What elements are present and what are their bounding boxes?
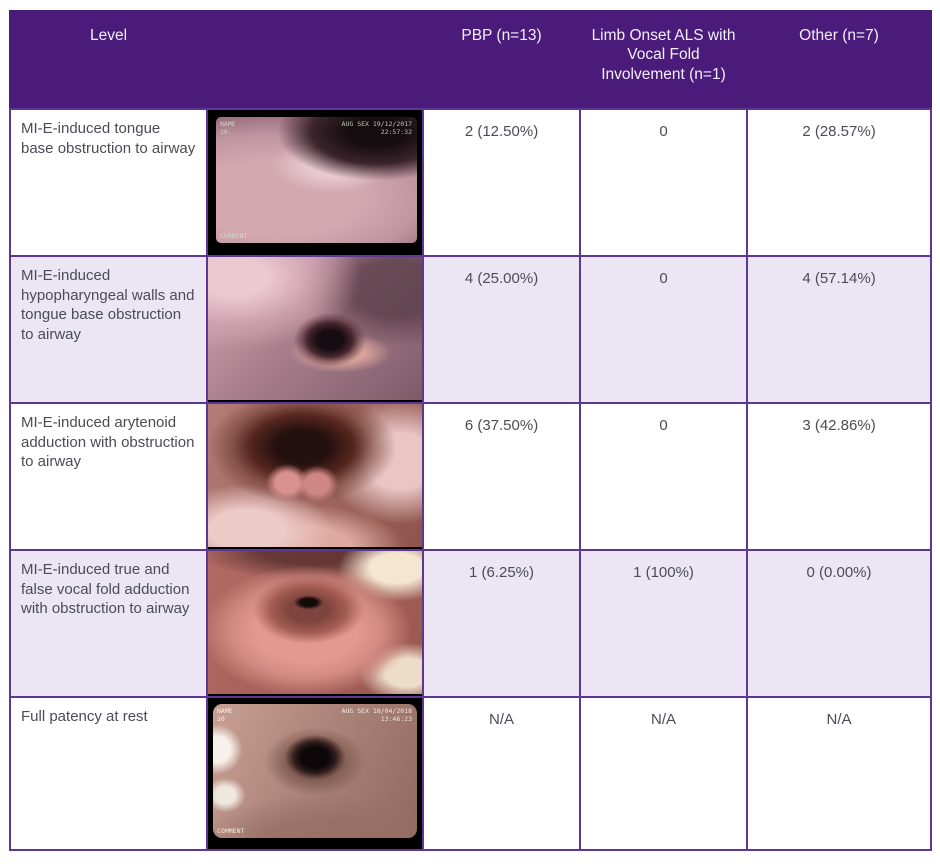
table-row: Full patency at rest NAME 10 AUG SEX 18/… [9,696,932,851]
level-label: MI-E-induced arytenoid adduction with ob… [9,402,208,551]
image-overlay-text: CURRENT [220,231,248,240]
header-row: Level PBP (n=13) Limb Onset ALS with Voc… [9,10,932,110]
endoscopy-full-patency-image: NAME 10 AUG SEX 18/04/2018 13:46:23 COMM… [213,704,417,838]
table-row: MI-E-induced tongue base obstruction to … [9,108,932,257]
header-limb-onset: Limb Onset ALS with Vocal Fold Involveme… [579,10,748,110]
endoscopy-image-cell: NAME 10- AUG SEX 19/12/2017 22:57:32 CUR… [206,108,424,257]
pbp-value: 4 (25.00%) [422,255,581,404]
data-table: Level PBP (n=13) Limb Onset ALS with Voc… [9,10,932,851]
other-value: 2 (28.57%) [746,108,932,257]
level-label: MI-E-induced tongue base obstruction to … [9,108,208,257]
image-overlay-text: COMMENT [217,826,245,835]
limb-onset-value: N/A [579,696,748,851]
limb-onset-value: 0 [579,108,748,257]
pbp-value: 1 (6.25%) [422,549,581,698]
header-level: Level [9,10,208,110]
pbp-value: 6 (37.50%) [422,402,581,551]
endoscopy-vocal-fold-image [208,551,422,694]
header-image-column [206,10,424,110]
header-pbp: PBP (n=13) [422,10,581,110]
table-row: MI-E-induced arytenoid adduction with ob… [9,402,932,551]
table-row: MI-E-induced true and false vocal fold a… [9,549,932,698]
laryngoscopy-findings-table: Level PBP (n=13) Limb Onset ALS with Voc… [9,10,932,851]
image-overlay-text: NAME 10- [220,120,236,137]
pbp-value: N/A [422,696,581,851]
endoscopy-image-cell [206,255,424,404]
image-overlay-text: AUG SEX 19/12/2017 22:57:32 [341,120,412,137]
image-overlay-text: NAME 10 [217,707,233,724]
endoscopy-hypopharyngeal-image [208,257,422,400]
other-value: N/A [746,696,932,851]
endoscopy-arytenoid-image [208,404,422,547]
level-label: MI-E-induced hypopharyngeal walls and to… [9,255,208,404]
other-value: 0 (0.00%) [746,549,932,698]
image-overlay-text: AUG SEX 18/04/2018 13:46:23 [341,707,412,724]
table-row: MI-E-induced hypopharyngeal walls and to… [9,255,932,404]
endoscopy-image-cell [206,549,424,698]
other-value: 3 (42.86%) [746,402,932,551]
limb-onset-value: 1 (100%) [579,549,748,698]
level-label: MI-E-induced true and false vocal fold a… [9,549,208,698]
limb-onset-value: 0 [579,255,748,404]
other-value: 4 (57.14%) [746,255,932,404]
endoscopy-image-cell [206,402,424,551]
level-label: Full patency at rest [9,696,208,851]
endoscopy-image-cell: NAME 10 AUG SEX 18/04/2018 13:46:23 COMM… [206,696,424,851]
endoscopy-tongue-base-image: NAME 10- AUG SEX 19/12/2017 22:57:32 CUR… [216,117,417,243]
header-other: Other (n=7) [746,10,932,110]
pbp-value: 2 (12.50%) [422,108,581,257]
limb-onset-value: 0 [579,402,748,551]
